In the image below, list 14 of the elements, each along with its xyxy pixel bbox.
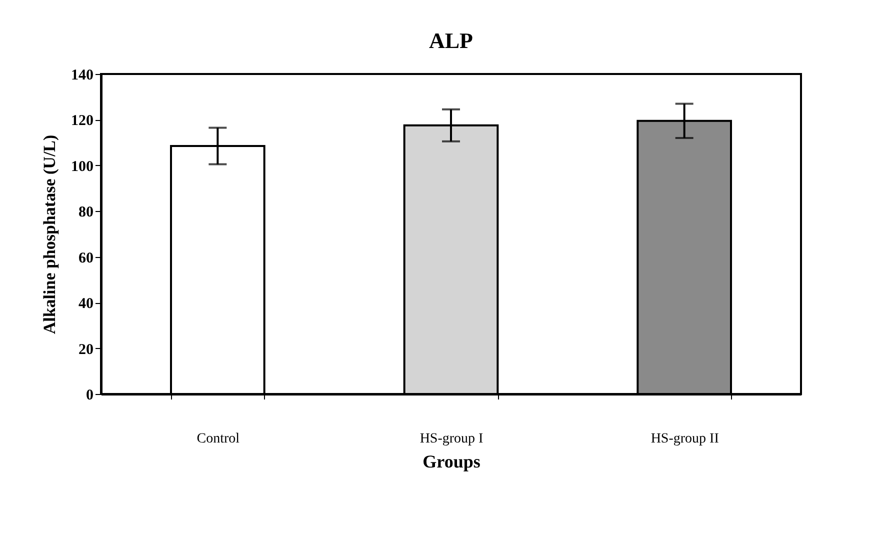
x-tick-label: HS-group II (650, 432, 720, 446)
x-tick-label: HS-group I (420, 432, 484, 446)
y-tick-label: 20 (78, 342, 94, 358)
y-tick-label: 0 (86, 388, 94, 404)
y-tick-label: 60 (78, 250, 94, 266)
x-axis-title: Groups (422, 452, 480, 472)
y-tick-label: 80 (78, 204, 94, 221)
chart-title: ALP (429, 28, 473, 53)
y-tick-label: 100 (71, 158, 94, 175)
y-axis-title: Alkaline phosphatase (U/L) (40, 134, 59, 334)
y-tick-label: 40 (78, 296, 94, 312)
y-tick-label: 140 (71, 68, 94, 84)
x-tick-label: Control (196, 432, 240, 446)
y-tick-label: 120 (71, 113, 94, 130)
